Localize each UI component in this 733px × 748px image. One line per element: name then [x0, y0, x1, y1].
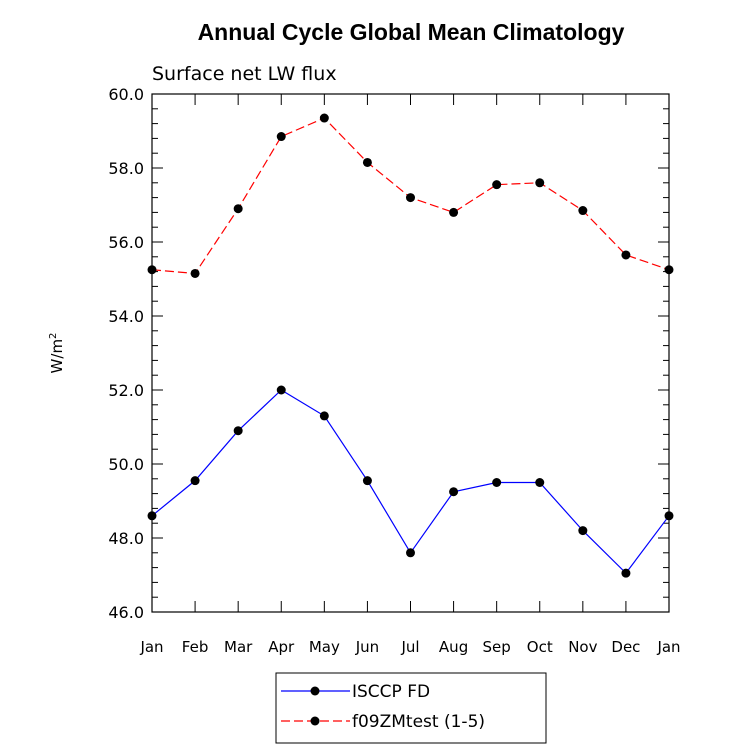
data-point [319, 113, 329, 123]
y-tick-label: 54.0 [108, 307, 144, 326]
y-tick-label: 60.0 [108, 85, 144, 104]
chart-title: Annual Cycle Global Mean Climatology [198, 19, 625, 45]
legend-label-1: f09ZMtest (1-5) [352, 712, 485, 732]
data-point [190, 268, 200, 278]
y-tick-labels: 46.0 48.0 50.0 52.0 54.0 56.0 58.0 60.0 [108, 85, 144, 622]
data-point [664, 265, 674, 275]
x-tick-label: Sep [483, 638, 511, 656]
data-point [233, 426, 243, 436]
data-point [578, 206, 588, 216]
plot-frame [151, 93, 670, 613]
series-layer [147, 113, 674, 578]
data-point [362, 476, 372, 486]
x-tick-label: Jul [400, 638, 419, 656]
x-tick-label: Jun [355, 638, 379, 656]
data-point [147, 265, 157, 275]
data-point [578, 526, 588, 536]
x-tick-label: Apr [268, 638, 295, 656]
y-axis-label-text: W/m [48, 339, 66, 374]
data-point [664, 511, 674, 521]
series-line-0 [151, 389, 670, 575]
data-point [362, 157, 372, 167]
y-axis-label: W/m2 [48, 333, 66, 374]
data-point [535, 478, 545, 487]
y-tick-label: 48.0 [108, 529, 144, 548]
x-tick-label: Jan [656, 638, 680, 656]
x-tick-label: Aug [439, 638, 468, 656]
x-tick-label: Mar [224, 638, 253, 656]
legend-box [275, 672, 547, 744]
data-point [449, 487, 459, 497]
x-tick-label: May [309, 638, 340, 656]
y-tick-label: 58.0 [108, 159, 144, 178]
y-tick-label: 46.0 [108, 603, 144, 622]
data-point [406, 548, 415, 558]
axis-ticks [151, 93, 670, 613]
y-tick-label: 52.0 [108, 381, 144, 400]
data-point [449, 207, 459, 217]
data-point [621, 568, 631, 578]
x-tick-label: Dec [611, 638, 640, 656]
x-tick-label: Jan [139, 638, 163, 656]
x-tick-label: Feb [182, 638, 209, 656]
data-point [276, 385, 286, 395]
legend-marker [310, 716, 320, 726]
legend-label-0: ISCCP FD [352, 682, 430, 702]
data-point [406, 193, 415, 203]
data-point [621, 250, 631, 260]
x-tick-label: Nov [568, 638, 597, 656]
data-point [190, 476, 200, 486]
data-point [276, 132, 286, 142]
data-point [319, 411, 329, 421]
data-point [535, 178, 545, 188]
legend-marker [310, 686, 320, 696]
x-tick-labels: Jan Feb Mar Apr May Jun Jul Aug Sep Oct Nov Dec Jan [139, 638, 680, 656]
legend: ISCCP FD f09ZMtest (1-5) [275, 672, 547, 744]
data-point [233, 204, 243, 214]
y-tick-label: 50.0 [108, 455, 144, 474]
chart-subtitle: Surface net LW flux [152, 63, 337, 85]
x-tick-label: Oct [527, 638, 553, 656]
data-point [492, 478, 502, 487]
data-point [147, 511, 157, 521]
y-tick-label: 56.0 [108, 233, 144, 252]
y-axis-label-superscript: 2 [48, 333, 59, 339]
data-point [492, 180, 502, 190]
